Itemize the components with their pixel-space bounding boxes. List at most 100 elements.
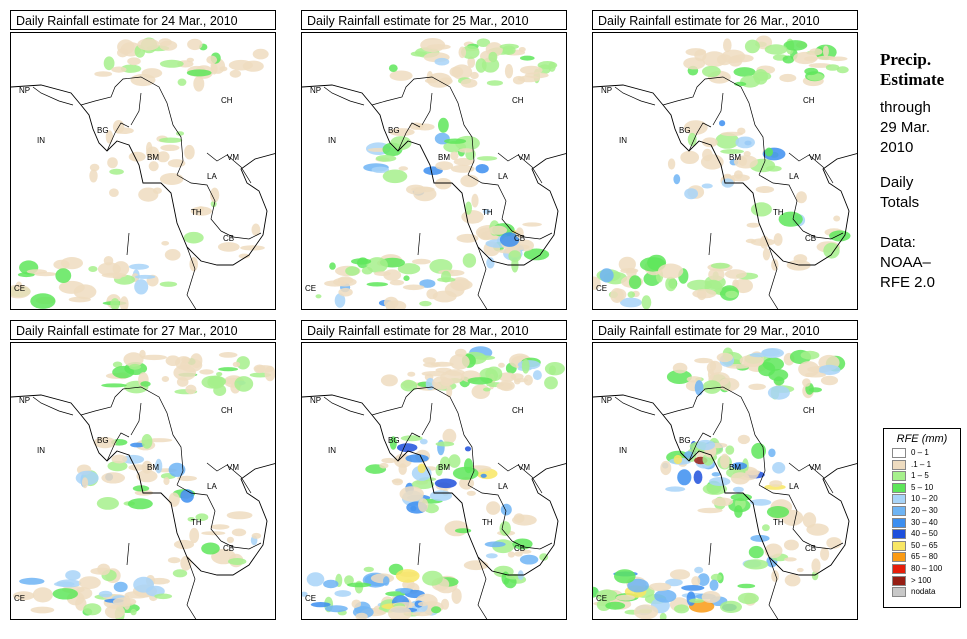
legend-label: 1 – 5 [911,471,929,481]
rain-patch [201,531,226,536]
rain-patch [370,573,395,584]
legend-item: 40 – 50 [884,528,960,540]
country-label-ce: CE [305,594,316,603]
rain-patch [75,470,99,486]
coastline [593,84,857,266]
rainfall-panel-25mar: Daily Rainfall estimate for 25 Mar., 201… [301,10,569,310]
daily-line2: Totals [880,194,920,211]
rain-patch [83,603,102,616]
rain-patch [107,460,128,472]
country-label-cb: CB [805,544,816,553]
rain-patch [626,267,637,278]
rain-patch [141,354,168,361]
rain-patch [380,374,398,387]
panel-title: Daily Rainfall estimate for 27 Mar., 201… [10,320,276,340]
rain-patch [482,209,491,215]
rain-patch [93,437,117,449]
rain-patch [410,51,428,57]
rain-patch [148,161,159,172]
country-label-la: LA [498,172,508,181]
rain-patch [686,591,696,606]
rain-patch [154,593,173,600]
country-border [688,122,712,152]
rain-patch [665,486,686,492]
legend-label: 30 – 40 [911,517,938,527]
rain-patch [765,165,782,172]
rain-patch [735,136,755,149]
rain-patch [793,51,818,65]
rain-patch [210,187,220,203]
rain-patch [733,67,756,77]
rain-patch [802,512,817,528]
rain-patch [306,572,325,587]
country-border [754,124,766,176]
rainfall-map: NP CH IN BG BM VM LA TH CB CE [301,32,567,310]
rain-patch [681,585,705,591]
rain-patch [210,524,230,530]
rain-patch [820,547,830,561]
rain-patch [739,354,764,367]
rain-patch [124,591,150,599]
legend-item: 10 – 20 [884,493,960,505]
rainfall-map: NP CH IN BG BM VM LA TH CB CE [592,342,858,620]
legend-item: 50 – 65 [884,540,960,552]
country-border [397,432,421,462]
rain-patch [117,39,135,55]
rain-patch [78,576,101,589]
country-label-np: NP [19,396,30,405]
country-border [758,174,804,232]
rain-patch [795,191,807,204]
country-label-bg: BG [679,126,691,135]
rain-patch [748,545,764,559]
rain-patch [197,206,205,212]
legend-swatch [892,505,906,516]
rain-patch [419,300,432,307]
rain-patch [720,453,730,469]
rain-patch [434,57,450,66]
rain-patch [721,49,746,64]
rain-patch [811,570,819,581]
rain-patch [514,551,523,557]
rain-patch [435,441,455,447]
country-border [511,230,553,240]
legend-swatch [892,494,906,505]
rain-patch [210,63,218,75]
rain-patch [412,258,431,265]
coastline [11,394,275,576]
rain-patch [11,284,31,299]
country-border [497,152,543,184]
rain-patch [26,269,47,274]
rain-patch [411,465,432,481]
rainfall-map: NP CH IN BG BM VM LA TH CB CE [10,32,276,310]
rain-patch [544,376,558,390]
rain-patch [677,469,692,486]
rain-patch [755,186,775,193]
country-label-la: LA [789,172,799,181]
rain-patch [422,357,436,364]
rain-patch [400,380,418,392]
rain-patch [499,43,519,50]
rain-patch [498,372,517,382]
country-label-cb: CB [223,234,234,243]
map-canvas: NP CH IN BG BM VM LA TH CB CE [302,38,566,309]
country-border [130,92,142,126]
rain-patch [439,456,451,470]
rain-patch [112,361,123,368]
legend-item: nodata [884,586,960,598]
rain-patch [669,569,691,580]
rain-patch [523,374,533,386]
rain-patch [130,73,156,87]
rain-patch [695,439,716,451]
rain-patch [800,350,820,360]
rain-patch [334,590,352,597]
country-border [614,396,656,416]
rain-patch [383,296,399,309]
rain-patch [315,294,322,299]
rain-patch [745,238,757,244]
rain-patch [697,573,710,586]
legend-swatch [892,552,906,563]
rain-patch [605,601,626,610]
rain-patch [351,258,372,265]
country-label-ch: CH [803,96,815,105]
